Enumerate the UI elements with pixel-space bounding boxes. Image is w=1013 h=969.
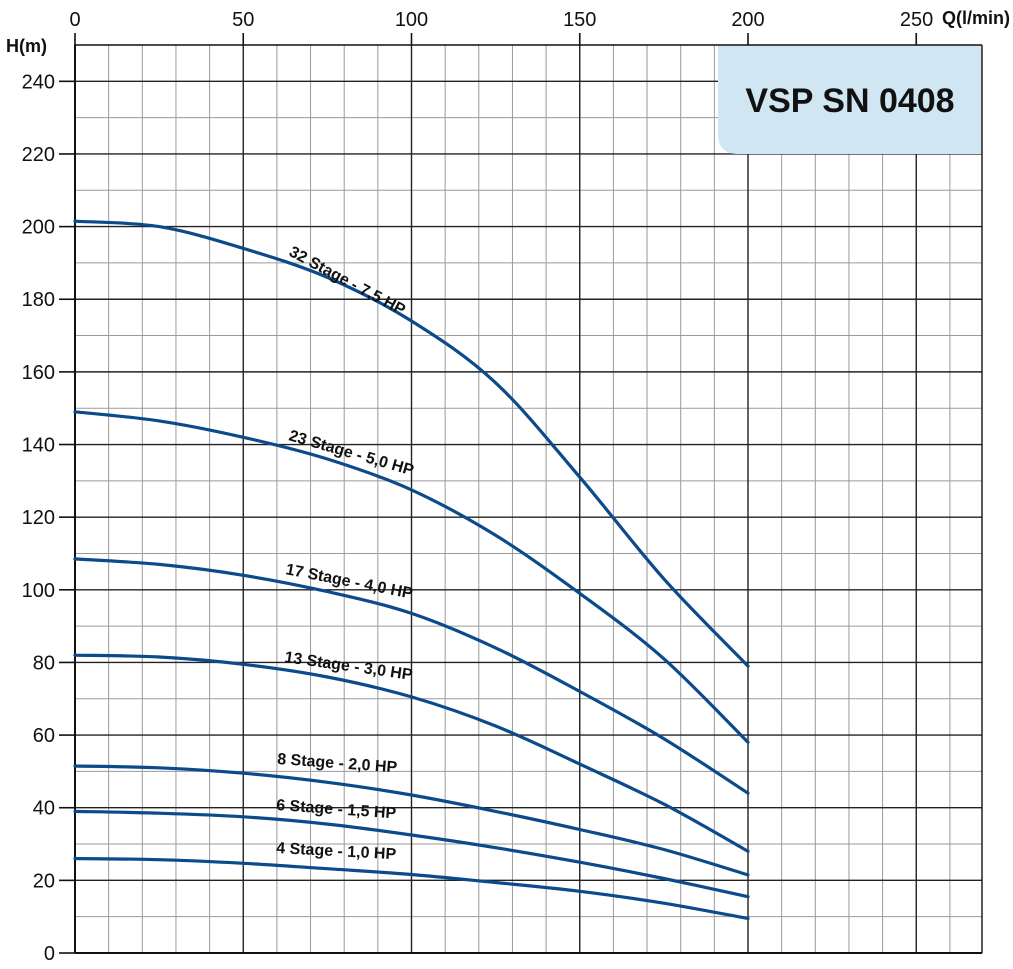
y-tick-label: 100 [22,580,55,602]
y-tick-label: 240 [22,71,55,93]
x-tick-label: 150 [563,9,596,31]
title-box: VSP SN 0408 [718,45,982,154]
y-tick-label: 80 [33,652,55,674]
series-line-1 [73,410,750,744]
y-tick-label: 140 [22,435,55,457]
x-tick-label: 50 [232,9,254,31]
x-tick-label: 0 [69,9,80,31]
series-line-4 [73,764,750,877]
x-tick-label: 100 [395,9,428,31]
y-axis-label: H(m) [6,36,47,56]
series-line-6 [73,857,750,921]
y-tick-label: 220 [22,144,55,166]
chart-title: VSP SN 0408 [745,82,954,120]
series-line-3 [73,653,750,853]
x-tick-labels: 0 50 100 150 200 250 [69,9,933,31]
y-tick-label: 180 [22,289,55,311]
y-tick-label: 200 [22,217,55,239]
series-line-0 [73,219,750,668]
series-label-32-stage: 32 Stage - 7,5 HP [286,244,408,320]
y-tick-label: 160 [22,362,55,384]
series-label-6-stage: 6 Stage - 1,5 HP [276,797,397,822]
x-tick-label: 250 [900,9,933,31]
y-tick-label: 120 [22,507,55,529]
y-tick-label: 60 [33,725,55,747]
y-tick-labels: 0 20 40 60 80 100 120 140 160 180 200 220 240 [22,71,55,965]
series-line-5 [73,809,750,899]
y-tick-label: 20 [33,870,55,892]
series-label-8-stage: 8 Stage - 2,0 HP [277,751,398,776]
axes [59,33,983,954]
series-line-2 [73,557,750,795]
x-tick-label: 200 [731,9,764,31]
y-tick-label: 40 [33,798,55,820]
series-label-13-stage: 13 Stage - 3,0 HP [283,649,413,684]
x-axis-label: Q(l/min) [942,8,1010,28]
minor-gridlines [75,45,982,953]
series-lines [73,219,750,921]
title-box-background [718,45,982,154]
series-label-4-stage: 4 Stage - 1,0 HP [276,840,397,863]
y-tick-label: 0 [44,943,55,965]
